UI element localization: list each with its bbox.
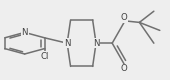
Text: Cl: Cl [40,52,49,61]
Text: N: N [21,28,28,37]
Text: N: N [64,39,70,48]
Text: N: N [93,39,99,48]
Text: O: O [121,13,128,22]
Text: O: O [121,64,128,73]
